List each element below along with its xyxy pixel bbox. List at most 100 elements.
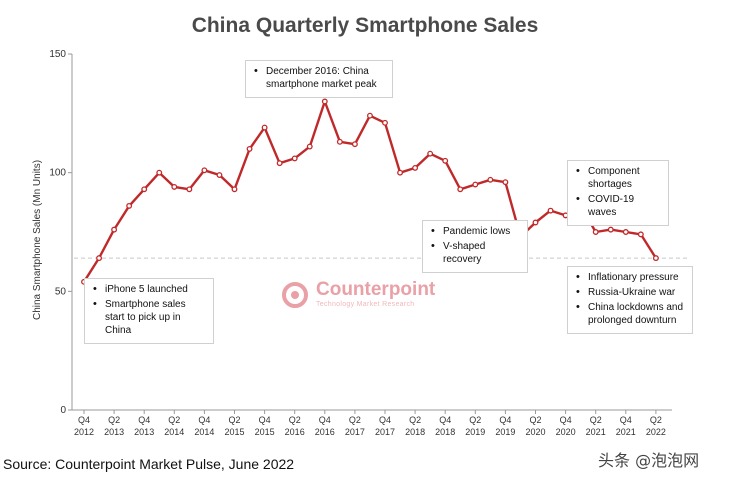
data-point (246, 145, 253, 152)
data-point (457, 186, 464, 193)
data-point (231, 186, 238, 193)
x-tick-label-year: 2014 (194, 427, 214, 437)
y-tick-label: 50 (55, 286, 67, 297)
data-point (382, 119, 388, 126)
x-tick-label-quarter: Q4 (259, 415, 271, 425)
data-point (306, 143, 313, 150)
data-point (547, 207, 554, 214)
annotation-item: December 2016: China smartphone market p… (252, 65, 384, 91)
data-point (502, 179, 509, 186)
x-tick-label-year: 2021 (586, 427, 606, 437)
annotation-inflation: Inflationary pressure Russia-Ukraine war… (567, 266, 693, 334)
data-point (607, 226, 614, 233)
x-tick-label-year: 2015 (224, 427, 244, 437)
y-tick-label: 0 (60, 405, 66, 416)
data-point (412, 164, 419, 171)
x-tick-label-year: 2019 (465, 427, 485, 437)
x-tick-label-quarter: Q4 (499, 415, 511, 425)
data-point (276, 160, 283, 167)
counterpoint-logo: Counterpoint Technology Market Research (282, 279, 442, 315)
x-tick-label-quarter: Q2 (529, 415, 541, 425)
x-tick-label-quarter: Q4 (198, 415, 210, 425)
logo-dot-icon (291, 291, 299, 299)
data-point (156, 169, 163, 176)
data-point (96, 255, 102, 262)
annotation-item: Inflationary pressure (574, 271, 684, 284)
x-tick-label-year: 2020 (556, 427, 576, 437)
chart-title: China Quarterly Smartphone Sales (191, 14, 539, 37)
x-tick-label-quarter: Q2 (108, 415, 120, 425)
x-tick-label-year: 2019 (495, 427, 515, 437)
x-tick-label-quarter: Q4 (319, 415, 331, 425)
data-point (532, 219, 539, 226)
data-point (126, 202, 133, 209)
annotation-iphone5: iPhone 5 launched Smartphone sales start… (84, 278, 214, 344)
logo-tagline: Technology Market Research (316, 301, 415, 308)
logo-mark-icon (282, 282, 308, 308)
data-point (487, 176, 494, 183)
watermark: 头条 @泡泡网 (598, 451, 700, 470)
x-tick-label-year: 2013 (134, 427, 154, 437)
data-point (336, 138, 343, 145)
x-tick-label-quarter: Q2 (289, 415, 301, 425)
data-point (201, 167, 208, 174)
annotation-item: Component shortages (574, 165, 660, 191)
x-tick-label-year: 2013 (104, 427, 124, 437)
x-tick-label-quarter: Q2 (228, 415, 240, 425)
annotation-item: Pandemic lows (429, 225, 519, 238)
data-point (472, 181, 479, 188)
data-point (261, 124, 268, 131)
x-tick-label-quarter: Q4 (439, 415, 451, 425)
x-tick-label-quarter: Q4 (379, 415, 391, 425)
x-tick-label-year: 2014 (164, 427, 184, 437)
x-tick-label-year: 2016 (285, 427, 305, 437)
data-point (637, 231, 644, 238)
x-tick-label-quarter: Q2 (168, 415, 180, 425)
x-tick-label-quarter: Q4 (620, 415, 632, 425)
y-axis-label: China Smartphone Sales (Mn Units) (32, 160, 43, 320)
annotation-item: V-shaped recovery (429, 240, 519, 266)
source-note: Source: Counterpoint Market Pulse, June … (3, 456, 295, 472)
annotation-item: China lockdowns and prolonged downturn (574, 301, 684, 327)
x-tick-label-quarter: Q2 (349, 415, 361, 425)
annotation-item: iPhone 5 launched (91, 283, 205, 296)
annotation-item: Russia-Ukraine war (574, 286, 684, 299)
data-point (442, 157, 449, 164)
annotation-shortage: Component shortages COVID-19 waves (567, 160, 669, 226)
x-tick-label-quarter: Q2 (409, 415, 421, 425)
x-tick-label-year: 2018 (405, 427, 425, 437)
data-point (321, 98, 328, 105)
x-tick-label-year: 2021 (616, 427, 636, 437)
x-tick-label-year: 2016 (315, 427, 335, 437)
x-tick-label-year: 2012 (74, 427, 94, 437)
x-tick-label-year: 2017 (375, 427, 395, 437)
x-tick-label-quarter: Q2 (590, 415, 602, 425)
y-tick-label: 150 (49, 49, 66, 60)
annotation-peak: December 2016: China smartphone market p… (245, 60, 393, 98)
y-tick-label: 100 (49, 168, 66, 179)
x-tick-label-year: 2017 (345, 427, 365, 437)
data-point (216, 172, 223, 178)
x-tick-label-quarter: Q4 (138, 415, 150, 425)
data-point (367, 112, 373, 119)
x-tick-label-quarter: Q2 (650, 415, 662, 425)
data-point (622, 229, 629, 235)
data-point (171, 183, 178, 190)
data-point (141, 186, 148, 193)
x-tick-label-year: 2018 (435, 427, 455, 437)
x-tick-label-quarter: Q4 (78, 415, 90, 425)
x-tick-label-year: 2020 (525, 427, 545, 437)
x-tick-label-year: 2015 (255, 427, 275, 437)
x-tick-label-quarter: Q4 (560, 415, 572, 425)
data-point (652, 255, 659, 262)
annotation-item: COVID-19 waves (574, 193, 660, 219)
data-point (111, 226, 118, 233)
data-point (351, 141, 358, 148)
annotation-pandemic: Pandemic lows V-shaped recovery (422, 220, 528, 273)
x-tick-label-year: 2022 (646, 427, 666, 437)
data-point (397, 169, 403, 176)
data-point (186, 186, 193, 193)
x-tick-label-quarter: Q2 (469, 415, 481, 425)
data-point (427, 150, 434, 157)
